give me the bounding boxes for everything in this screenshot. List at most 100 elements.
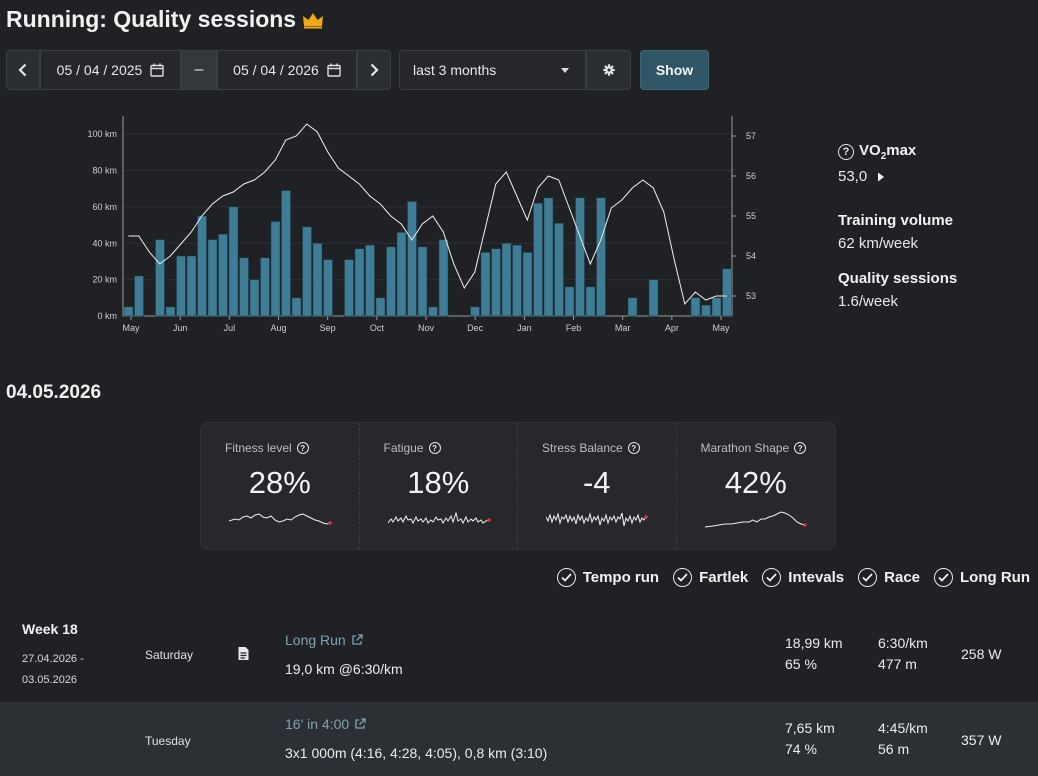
help-icon[interactable]: ?: [296, 442, 309, 454]
checkmark-icon[interactable]: [858, 568, 878, 587]
bar: [207, 239, 218, 317]
help-icon[interactable]: ?: [794, 442, 807, 454]
bar: [554, 223, 564, 317]
bar: [270, 221, 281, 317]
page-title-text: Running: Quality sessions: [6, 6, 297, 32]
filter-label: Long Run: [960, 569, 1030, 586]
external-link-icon: [352, 634, 363, 645]
help-icon[interactable]: ?: [428, 442, 441, 454]
x-tick-label: Apr: [665, 323, 679, 333]
prev-period-button[interactable]: [6, 50, 40, 90]
vo2max-value: 53,0: [838, 168, 916, 185]
bar: [585, 286, 596, 317]
bar: [134, 275, 144, 317]
x-tick-label: Sep: [320, 323, 336, 333]
filter-fartlek[interactable]: Fartlek: [673, 568, 748, 587]
checkmark-icon[interactable]: [556, 568, 576, 587]
bar: [480, 252, 491, 317]
session-distance-hr: 7,65 km 74 %: [785, 718, 835, 760]
y-left-tick-label: 20 km: [92, 275, 117, 285]
bar: [354, 248, 365, 317]
metric-label: Marathon Shape?: [701, 441, 807, 455]
calendar-icon[interactable]: [150, 63, 165, 77]
y-left-tick-label: 100 km: [87, 129, 117, 139]
settings-button[interactable]: [586, 50, 631, 90]
date-range-toolbar: 05 / 04 / 2025 – 05 / 04 / 2026: [6, 50, 391, 90]
help-icon[interactable]: ?: [838, 144, 854, 160]
x-tick-label: Oct: [370, 323, 385, 333]
metric-fatigue: Fatigue? 18%: [360, 423, 518, 549]
metric-value: -4: [582, 465, 611, 500]
metric-marathon-shape: Marathon Shape? 42%: [677, 423, 836, 549]
checkmark-icon[interactable]: [762, 568, 782, 587]
x-tick-label: Nov: [418, 323, 435, 333]
bar: [197, 215, 207, 317]
bar: [375, 297, 386, 317]
metric-fitness-level: Fitness level? 28%: [201, 423, 360, 549]
bar: [564, 286, 575, 317]
filter-race[interactable]: Race: [858, 568, 920, 587]
bar: [501, 243, 512, 317]
training-volume-value: 62 km/week: [838, 235, 919, 252]
session-row: Week 18 27.04.2026 - 03.05.2026 Saturday…: [0, 610, 1038, 702]
bar: [228, 206, 239, 317]
filter-long-run[interactable]: Long Run: [934, 568, 1030, 587]
show-button[interactable]: Show: [640, 50, 709, 90]
metric-stress-balance: Stress Balance? -4: [518, 423, 677, 549]
crown-icon: [303, 12, 324, 28]
play-icon[interactable]: [877, 172, 885, 182]
session-power: 357 W: [961, 732, 1002, 748]
training-chart-svg: 0 km 20 km 40 km 60 km 80 km 100 km 53 54 55 56 57…: [87, 116, 756, 333]
bar: [249, 279, 260, 317]
calendar-icon[interactable]: [327, 63, 341, 77]
marathon-sparkline: [704, 511, 807, 528]
gear-icon: [602, 64, 615, 76]
y-left-tick-label: 60 km: [92, 202, 117, 212]
help-icon[interactable]: ?: [627, 442, 640, 454]
range-select[interactable]: last 3 months: [399, 50, 586, 90]
next-period-button[interactable]: [357, 50, 391, 90]
x-tick-label: Feb: [566, 323, 582, 333]
bar: [239, 257, 249, 317]
session-pace: 6:30/km: [878, 635, 928, 651]
range-select-value: last 3 months: [413, 62, 497, 78]
bar: [365, 244, 375, 317]
metric-value: 18%: [407, 465, 470, 500]
session-pace-elev: 6:30/km 477 m: [878, 633, 928, 675]
metric-label: Fitness level?: [225, 441, 309, 455]
filter-intervals[interactable]: Intevals: [762, 568, 844, 587]
week-range-end: 03.05.2026: [22, 674, 78, 686]
bar: [627, 297, 638, 317]
bar: [722, 268, 732, 317]
checkmark-icon[interactable]: [673, 568, 693, 587]
session-day: Saturday: [145, 648, 194, 662]
bar: [438, 239, 449, 317]
week-range: 27.04.2026 - 03.05.2026: [22, 649, 84, 691]
bar: [291, 297, 302, 317]
y-left-tick-label: 40 km: [92, 238, 117, 248]
filter-label: Tempo run: [582, 569, 660, 586]
session-title-link[interactable]: 16' in 4:00: [285, 716, 366, 732]
fatigue-sparkline: [387, 511, 491, 525]
vo2max-label: ? VO2max: [838, 142, 916, 162]
session-type-filters: Tempo run Fartlek Intevals Race Long Run: [556, 568, 1030, 587]
chevron-right-icon: [370, 63, 379, 77]
session-description: 3x1 000m (4:16, 4:28, 4:05), 0,8 km (3:1…: [285, 745, 548, 761]
session-title-link[interactable]: Long Run: [285, 632, 363, 648]
bar: [417, 246, 428, 317]
date-to-input[interactable]: 05 / 04 / 2026: [217, 50, 357, 90]
checkmark-icon[interactable]: [934, 568, 954, 587]
date-from-input[interactable]: 05 / 04 / 2025: [40, 50, 181, 90]
bar: [543, 197, 554, 317]
bar: [312, 243, 323, 317]
bar: [302, 226, 312, 317]
date-from-value: 05 / 04 / 2025: [56, 62, 143, 78]
date-to-value: 05 / 04 / 2026: [233, 62, 319, 78]
note-icon[interactable]: [237, 646, 250, 664]
bar: [218, 233, 228, 317]
x-tick-label: Aug: [270, 323, 286, 333]
session-pace: 4:45/km: [878, 720, 928, 736]
filter-label: Fartlek: [699, 569, 749, 586]
current-date-heading: 04.05.2026: [6, 382, 102, 403]
filter-tempo-run[interactable]: Tempo run: [556, 568, 660, 587]
